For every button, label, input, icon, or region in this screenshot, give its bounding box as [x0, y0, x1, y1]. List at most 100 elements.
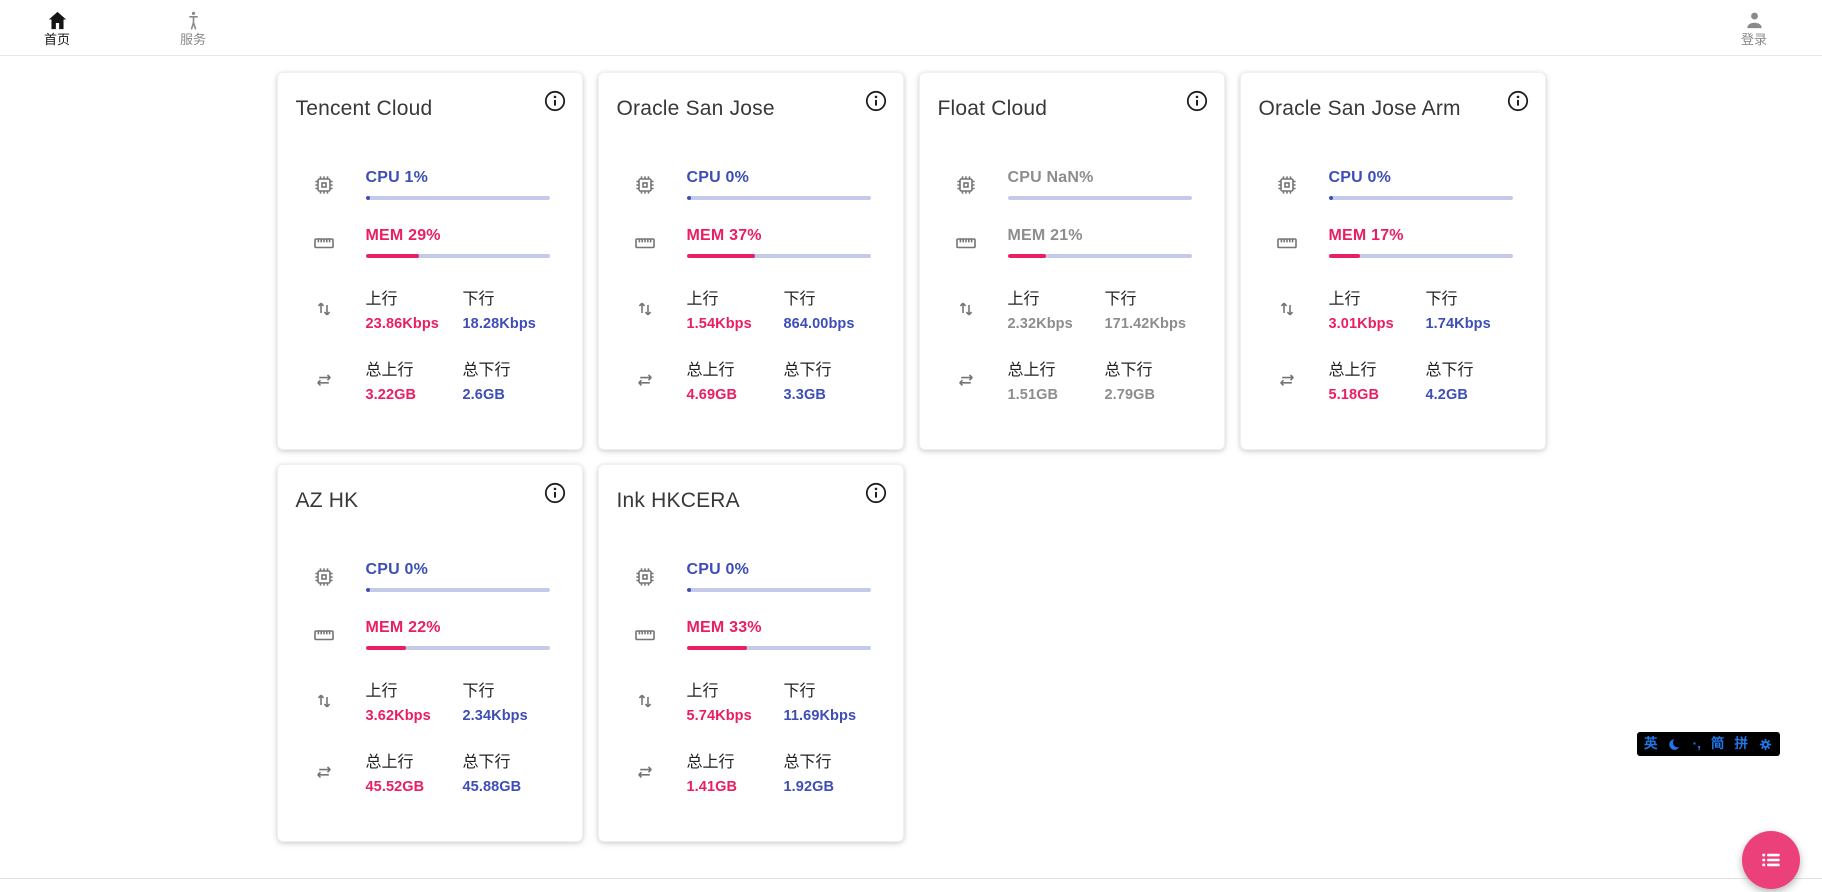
mem-bar [686, 254, 871, 258]
total-upload-value: 1.41GB [686, 779, 738, 795]
total-download-label: 总下行 [462, 754, 511, 771]
server-card: Oracle San Jose [597, 72, 904, 450]
info-icon [543, 89, 569, 113]
server-list-fab[interactable] [1742, 831, 1800, 889]
total-upload-col: 总上行 45.52GB [366, 748, 463, 795]
info-button[interactable] [1506, 88, 1532, 114]
info-button[interactable] [864, 88, 890, 114]
nav-item-services[interactable]: 服务 [153, 9, 233, 48]
memory-ruler-icon [954, 231, 978, 255]
mem-bar-fill [365, 646, 406, 650]
info-button[interactable] [543, 480, 569, 506]
info-icon [864, 481, 890, 505]
ime-charset-toggle[interactable]: 简 [1710, 736, 1725, 752]
download-label: 下行 [1104, 291, 1137, 308]
mem-bar-fill [686, 646, 748, 650]
cpu-bar [365, 588, 550, 592]
speed-row: 上行 1.54Kbps 下行 864.00bps [633, 285, 887, 332]
mem-label: MEM 37% [686, 227, 762, 244]
upload-value: 3.62Kbps [365, 708, 431, 724]
nav-item-home[interactable]: 首页 [17, 9, 97, 48]
download-label: 下行 [783, 683, 816, 700]
info-button[interactable] [864, 480, 890, 506]
upload-value: 2.32Kbps [1007, 316, 1073, 332]
total-download-label: 总下行 [783, 754, 832, 771]
nav-item-label: 服务 [179, 31, 206, 47]
ime-scheme-toggle[interactable]: 拼 [1734, 736, 1748, 752]
download-col: 下行 171.42Kbps [1105, 285, 1202, 332]
server-name: Float Cloud [937, 97, 1048, 120]
total-download-col: 总下行 4.2GB [1426, 356, 1523, 403]
up-down-arrows-icon [1275, 297, 1299, 321]
mem-bar-fill [365, 254, 419, 258]
cpu-row: CPU NaN% [954, 169, 1208, 200]
nav-item-label: 首页 [43, 31, 70, 47]
cpu-row: CPU 0% [1275, 169, 1529, 200]
total-row: 总上行 3.22GB 总下行 2.6GB [312, 356, 566, 403]
services-person-icon [182, 9, 205, 32]
mem-label: MEM 33% [686, 619, 762, 636]
download-label: 下行 [462, 291, 495, 308]
footer-divider [0, 878, 1822, 892]
cpu-value: 0% [725, 561, 750, 578]
info-button[interactable] [1185, 88, 1211, 114]
upload-col: 上行 3.01Kbps [1329, 285, 1426, 332]
info-button[interactable] [543, 88, 569, 114]
info-icon [1185, 89, 1211, 113]
ime-lang-toggle[interactable]: 英 [1644, 736, 1658, 752]
ime-punctuation-toggle[interactable]: ·, [1692, 736, 1701, 752]
upload-label: 上行 [365, 291, 398, 308]
moon-icon[interactable] [1668, 737, 1683, 752]
server-name: Tencent Cloud [295, 97, 433, 120]
mem-row: MEM 33% [633, 619, 887, 650]
total-upload-label: 总上行 [365, 754, 414, 771]
swap-arrows-icon [633, 368, 657, 392]
up-down-arrows-icon [633, 689, 657, 713]
cpu-bar [365, 196, 550, 200]
up-down-arrows-icon [633, 297, 657, 321]
ime-toolbar: 英 ·, 简 拼 [1637, 732, 1780, 756]
home-icon [46, 9, 69, 32]
download-col: 下行 18.28Kbps [463, 285, 560, 332]
total-row: 总上行 5.18GB 总下行 4.2GB [1275, 356, 1529, 403]
swap-arrows-icon [312, 368, 336, 392]
up-down-arrows-icon [954, 297, 978, 321]
mem-value: 17% [1371, 227, 1404, 244]
cpu-label: CPU 1% [365, 169, 429, 186]
server-stats: CPU 1% MEM 29% [296, 169, 566, 403]
total-download-value: 4.2GB [1425, 387, 1468, 403]
total-row: 总上行 4.69GB 总下行 3.3GB [633, 356, 887, 403]
server-stats: CPU 0% MEM 17% [1259, 169, 1529, 403]
total-upload-value: 1.51GB [1007, 387, 1059, 403]
speed-row: 上行 3.01Kbps 下行 1.74Kbps [1275, 285, 1529, 332]
total-download-label: 总下行 [783, 362, 832, 379]
upload-col: 上行 3.62Kbps [366, 677, 463, 724]
total-upload-label: 总上行 [686, 362, 735, 379]
download-value: 864.00bps [783, 316, 855, 332]
server-name: Oracle San Jose [616, 97, 775, 120]
cpu-row: CPU 1% [312, 169, 566, 200]
upload-value: 3.01Kbps [1328, 316, 1394, 332]
mem-row: MEM 29% [312, 227, 566, 258]
mem-bar [365, 254, 550, 258]
cpu-bar-fill [365, 588, 370, 592]
server-stats: CPU 0% MEM 22% [296, 561, 566, 795]
swap-arrows-icon [312, 760, 336, 784]
swap-arrows-icon [954, 368, 978, 392]
gear-icon[interactable] [1758, 737, 1773, 752]
cpu-chip-icon [312, 565, 336, 589]
total-upload-value: 3.22GB [365, 387, 417, 403]
mem-value: 33% [729, 619, 762, 636]
nav-item-login[interactable]: 登录 [1714, 9, 1794, 48]
total-download-col: 总下行 45.88GB [463, 748, 560, 795]
info-icon [1506, 89, 1532, 113]
cpu-row: CPU 0% [633, 169, 887, 200]
cpu-chip-icon [1275, 173, 1299, 197]
speed-row: 上行 3.62Kbps 下行 2.34Kbps [312, 677, 566, 724]
up-down-arrows-icon [312, 297, 336, 321]
top-nav: 首页 服务 登录 [0, 0, 1822, 56]
cpu-value: 0% [404, 561, 429, 578]
mem-value: 29% [408, 227, 441, 244]
memory-ruler-icon [312, 231, 336, 255]
server-name: Ink HKCERA [616, 489, 740, 512]
